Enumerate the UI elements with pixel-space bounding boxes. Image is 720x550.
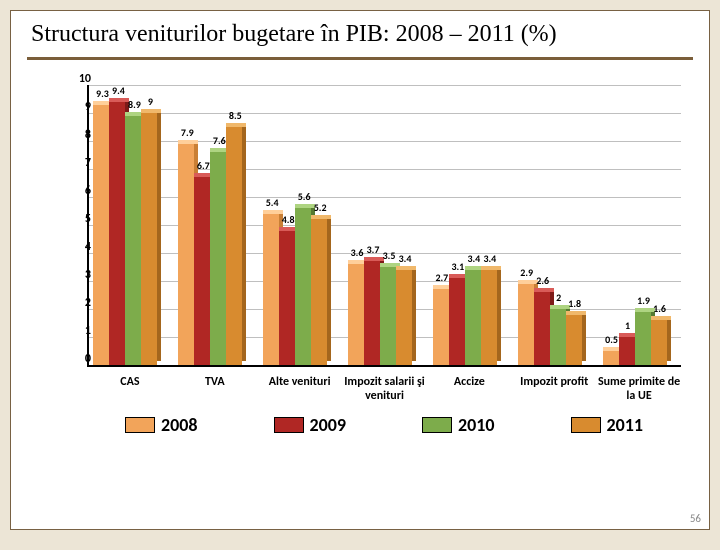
bar [210, 152, 226, 365]
legend-label: 2011 [607, 414, 644, 436]
bar [125, 116, 141, 365]
bar [279, 231, 295, 365]
bar [226, 127, 242, 365]
page-number: 56 [690, 512, 701, 525]
x-category-label: Impozit profit [512, 375, 597, 389]
bar-value-label: 7.9 [177, 126, 197, 139]
x-category-label: CAS [87, 375, 172, 389]
slide-frame: Structura veniturilor bugetare în PIB: 2… [10, 10, 710, 530]
bar [619, 337, 635, 365]
bar-value-label: 5.4 [262, 196, 282, 209]
legend-label: 2010 [458, 414, 495, 436]
bar-cluster: 0.511.91.6 [603, 85, 675, 365]
chart-container: 9.39.48.997.96.77.68.55.44.85.65.23.63.7… [51, 79, 691, 479]
bar-cluster: 2.73.13.43.4 [433, 85, 505, 365]
bar-value-label: 1.8 [565, 297, 585, 310]
bar-cluster: 2.92.621.8 [518, 85, 590, 365]
legend-swatch [422, 417, 452, 433]
legend-item: 2011 [571, 414, 644, 436]
legend-label: 2009 [310, 414, 347, 436]
bar-cluster: 9.39.48.99 [93, 85, 165, 365]
legend-swatch [274, 417, 304, 433]
bar [465, 270, 481, 365]
chart-title: Structura veniturilor bugetare în PIB: 2… [31, 21, 689, 48]
bar-cluster: 7.96.77.68.5 [178, 85, 250, 365]
x-category-label: Sume primite de la UE [597, 375, 682, 403]
legend: 2008 2009 2010 2011 [87, 409, 681, 441]
bar-value-label: 1.6 [650, 302, 670, 315]
bar-value-label: 5.2 [310, 201, 330, 214]
bar-value-label: 2.6 [533, 274, 553, 287]
x-category-label: Accize [427, 375, 512, 389]
bar [263, 214, 279, 365]
bar [295, 208, 311, 365]
bar-value-label: 3.4 [480, 252, 500, 265]
bar [550, 309, 566, 365]
bar [433, 289, 449, 365]
bar [566, 315, 582, 365]
bar [651, 320, 667, 365]
x-category-label: TVA [172, 375, 257, 389]
y-tick-label: 10 [63, 72, 91, 86]
y-axis [87, 85, 89, 365]
bar [348, 264, 364, 365]
bar-value-label: 9 [140, 95, 160, 108]
bar [534, 292, 550, 365]
legend-label: 2008 [161, 414, 198, 436]
bar [141, 113, 157, 365]
bar [194, 177, 210, 365]
bar [93, 105, 109, 365]
legend-swatch [125, 417, 155, 433]
bar [364, 261, 380, 365]
legend-swatch [571, 417, 601, 433]
legend-item: 2009 [274, 414, 347, 436]
x-category-label: Impozit salarii şi venituri [342, 375, 427, 403]
bar-value-label: 3.4 [395, 252, 415, 265]
bar [109, 102, 125, 365]
bar [449, 278, 465, 365]
bar-cluster: 3.63.73.53.4 [348, 85, 420, 365]
bar [311, 219, 327, 365]
title-underline [27, 57, 693, 60]
bar-cluster: 5.44.85.65.2 [263, 85, 335, 365]
x-axis [87, 365, 681, 367]
bar-value-label: 8.5 [225, 109, 245, 122]
bar [481, 270, 497, 365]
bar [178, 144, 194, 365]
bar [518, 284, 534, 365]
bar [396, 270, 412, 365]
bar [635, 312, 651, 365]
plot-area: 9.39.48.997.96.77.68.55.44.85.65.23.63.7… [87, 85, 681, 365]
bar-value-label: 9.4 [108, 84, 128, 97]
legend-item: 2010 [422, 414, 495, 436]
bar [603, 351, 619, 365]
bar [380, 267, 396, 365]
legend-item: 2008 [125, 414, 198, 436]
x-category-label: Alte venituri [257, 375, 342, 389]
